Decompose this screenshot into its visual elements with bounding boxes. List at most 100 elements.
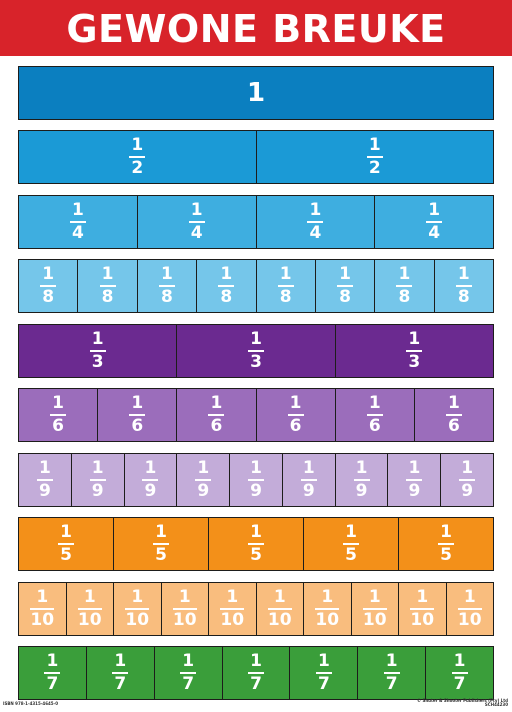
numerator: 1: [345, 522, 357, 542]
fraction-bar: [220, 608, 245, 610]
denominator: 10: [457, 610, 482, 630]
fraction-cell: 1 10: [160, 582, 209, 636]
numerator: 1: [321, 587, 334, 607]
fraction-cell: 1 10: [208, 582, 257, 636]
denominator: 3: [408, 352, 421, 372]
numerator: 1: [210, 393, 223, 413]
numerator: 1: [226, 587, 239, 607]
fraction-bar: [248, 672, 264, 674]
whole-label: 1: [246, 78, 266, 108]
numerator: 1: [161, 264, 173, 284]
denominator: 5: [60, 545, 72, 565]
fraction-bar: [410, 608, 435, 610]
fraction-label: 1 10: [410, 589, 435, 629]
fraction-bar: [99, 285, 116, 287]
denominator: 4: [71, 223, 84, 243]
numerator: 1: [83, 587, 96, 607]
denominator: 9: [144, 481, 157, 501]
fraction-label: 1 10: [125, 589, 150, 629]
fraction-bar: [129, 156, 146, 158]
numerator: 1: [302, 458, 315, 478]
fraction-bar: [188, 221, 205, 223]
numerator: 1: [453, 651, 466, 671]
fraction-bar: [195, 479, 212, 481]
fraction-bar: [172, 608, 197, 610]
denominator: 9: [461, 481, 474, 501]
denominator: 5: [440, 545, 452, 565]
numerator: 1: [101, 264, 114, 284]
fraction-bar: [36, 479, 53, 481]
fraction-bar: [307, 221, 324, 223]
fraction-bar: [438, 543, 454, 545]
denominator: 4: [428, 223, 441, 243]
denominator: 9: [38, 481, 51, 501]
publisher-label: © Shuter & Shooter Publishers (Pty) Ltd: [417, 698, 508, 703]
fraction-bar: [248, 479, 265, 481]
fraction-bar: [362, 608, 387, 610]
denominator: 6: [210, 416, 223, 436]
denominator: 4: [309, 223, 322, 243]
fraction-cell: 1 10: [18, 582, 67, 636]
numerator: 1: [317, 651, 330, 671]
fraction-bar: [247, 350, 264, 352]
fraction-bar: [343, 543, 359, 545]
denominator: 8: [279, 287, 292, 307]
fraction-bar: [158, 285, 175, 287]
numerator: 1: [182, 651, 195, 671]
denominator: 5: [345, 545, 357, 565]
denominator: 7: [317, 674, 330, 694]
fraction-bar: [459, 479, 476, 481]
fraction-label: 1 10: [172, 589, 197, 630]
denominator: 10: [362, 610, 387, 630]
publisher-info: © Shuter & Shooter Publishers (Pty) Ltd …: [417, 699, 508, 707]
numerator: 1: [440, 522, 452, 542]
numerator: 1: [461, 458, 474, 478]
fraction-cell: 1: [18, 66, 494, 120]
fraction-bar: [315, 608, 340, 610]
fraction-label: 1 10: [315, 587, 340, 629]
numerator: 1: [131, 393, 144, 413]
denominator: 10: [30, 610, 55, 630]
denominator: 10: [172, 610, 197, 630]
fraction-bar: [129, 414, 146, 416]
numerator: 1: [273, 587, 286, 607]
numerator: 1: [36, 587, 49, 607]
denominator: 8: [101, 287, 114, 307]
fraction-bar: [44, 672, 61, 674]
denominator: 9: [355, 481, 368, 501]
